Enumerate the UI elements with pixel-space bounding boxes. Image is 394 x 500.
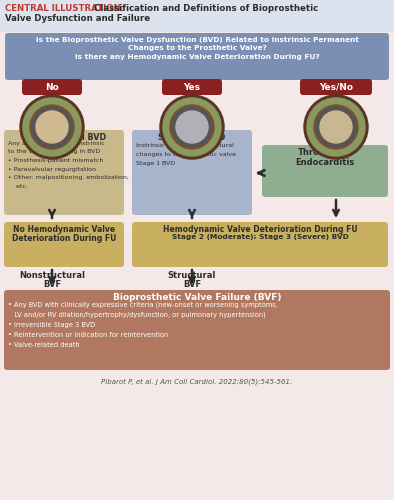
- FancyBboxPatch shape: [4, 130, 124, 215]
- FancyBboxPatch shape: [22, 79, 82, 95]
- Circle shape: [30, 105, 74, 149]
- Text: • Prosthesis-patient mismatch: • Prosthesis-patient mismatch: [8, 158, 103, 163]
- Text: • Irreversible Stage 3 BVD: • Irreversible Stage 3 BVD: [8, 322, 95, 328]
- Text: Endocarditis: Endocarditis: [296, 158, 355, 167]
- Text: Changes to the Prosthetic Valve?: Changes to the Prosthetic Valve?: [128, 45, 266, 51]
- Text: • Any BVD with clinically expressive criteria (new-onset or worsening symptoms,: • Any BVD with clinically expressive cri…: [8, 302, 278, 308]
- FancyBboxPatch shape: [262, 145, 388, 197]
- Text: Structural: Structural: [168, 271, 216, 280]
- Text: BVF: BVF: [183, 280, 201, 289]
- Text: Structural BVD: Structural BVD: [158, 133, 226, 142]
- Text: Stage 1 BVD: Stage 1 BVD: [136, 161, 175, 166]
- Text: Is there any Hemodynamic Valve Deterioration During FU?: Is there any Hemodynamic Valve Deteriora…: [75, 54, 319, 60]
- Circle shape: [160, 95, 224, 159]
- Text: Bioprosthetic Valve Failure (BVF): Bioprosthetic Valve Failure (BVF): [113, 293, 281, 302]
- FancyBboxPatch shape: [300, 79, 372, 95]
- FancyBboxPatch shape: [4, 290, 390, 370]
- Circle shape: [36, 111, 68, 143]
- FancyBboxPatch shape: [0, 0, 394, 32]
- Circle shape: [316, 107, 356, 147]
- Circle shape: [20, 95, 84, 159]
- Circle shape: [176, 111, 208, 143]
- Text: Any abnormality, not instrinsic: Any abnormality, not instrinsic: [8, 141, 105, 146]
- Circle shape: [304, 95, 368, 159]
- Text: Valve Dysfunction and Failure: Valve Dysfunction and Failure: [5, 14, 150, 23]
- Circle shape: [32, 107, 72, 147]
- Text: BVF: BVF: [43, 280, 61, 289]
- Text: Thrombosis: Thrombosis: [297, 148, 353, 157]
- Circle shape: [307, 98, 365, 156]
- Text: Yes: Yes: [184, 82, 201, 92]
- Text: • Reintervention or indication for reintervention: • Reintervention or indication for reint…: [8, 332, 168, 338]
- Text: No Hemodynamic Valve: No Hemodynamic Valve: [13, 225, 115, 234]
- Text: LV and/or RV dilation/hypertrophy/dysfunction, or pulmonary hypertension): LV and/or RV dilation/hypertrophy/dysfun…: [8, 312, 266, 318]
- Text: • Paravalvular regurgitation: • Paravalvular regurgitation: [8, 166, 96, 172]
- Text: Nonstructural: Nonstructural: [19, 271, 85, 280]
- Circle shape: [314, 105, 358, 149]
- Text: Deterioration During FU: Deterioration During FU: [12, 234, 116, 243]
- Text: Nonstructural BVD: Nonstructural BVD: [22, 133, 106, 142]
- Text: Classification and Definitions of Bioprosthetic: Classification and Definitions of Biopro…: [91, 4, 318, 13]
- Text: etc.: etc.: [8, 184, 28, 188]
- Circle shape: [172, 107, 212, 147]
- Text: Yes/No: Yes/No: [319, 82, 353, 92]
- Circle shape: [320, 111, 352, 143]
- Text: • Valve-related death: • Valve-related death: [8, 342, 80, 348]
- Text: Stage 2 (Moderate); Stage 3 (Severe) BVD: Stage 2 (Moderate); Stage 3 (Severe) BVD: [172, 234, 348, 240]
- Text: Instrinsic permanent structural: Instrinsic permanent structural: [136, 143, 234, 148]
- Text: to the valve, resulting in BVD: to the valve, resulting in BVD: [8, 150, 100, 154]
- FancyBboxPatch shape: [4, 222, 124, 267]
- Text: changes to the prosthetic valve: changes to the prosthetic valve: [136, 152, 236, 157]
- FancyBboxPatch shape: [132, 222, 388, 267]
- FancyBboxPatch shape: [162, 79, 222, 95]
- Circle shape: [170, 105, 214, 149]
- Circle shape: [23, 98, 81, 156]
- Text: Hemodynamic Valve Deterioration During FU: Hemodynamic Valve Deterioration During F…: [163, 225, 357, 234]
- Text: No: No: [45, 82, 59, 92]
- Text: • Other: malpositioning, embolization,: • Other: malpositioning, embolization,: [8, 175, 129, 180]
- Text: Pibarot P, et al. J Am Coll Cardiol. 2022;80(5):545-561.: Pibarot P, et al. J Am Coll Cardiol. 202…: [101, 378, 293, 384]
- FancyBboxPatch shape: [5, 33, 389, 80]
- Circle shape: [163, 98, 221, 156]
- Text: CENTRAL ILLUSTRATION:: CENTRAL ILLUSTRATION:: [5, 4, 124, 13]
- FancyBboxPatch shape: [132, 130, 252, 215]
- Text: Is the Bioprosthetic Valve Dysfunction (BVD) Related to Instrinsic Permanent: Is the Bioprosthetic Valve Dysfunction (…: [35, 37, 359, 43]
